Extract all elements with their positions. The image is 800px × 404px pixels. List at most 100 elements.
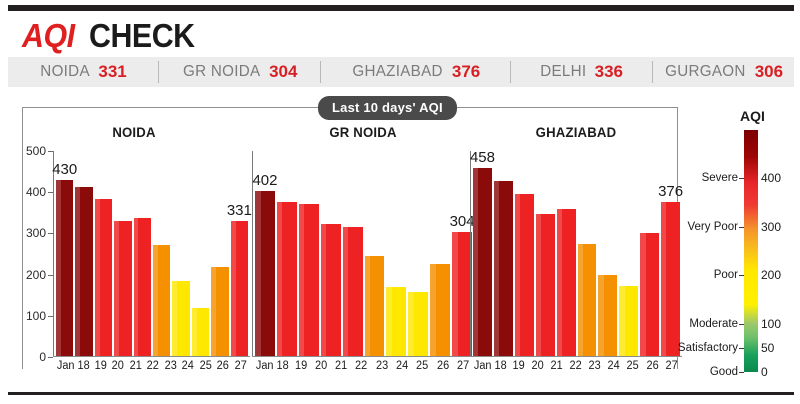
bar	[514, 194, 534, 357]
aqi-legend-band-name: Good	[709, 366, 745, 378]
x-axis-tick-label: 26	[436, 360, 449, 372]
x-axis-labels-ghaziabad: Jan 18 19 20 21 22 23 24 25 26 27	[473, 360, 680, 376]
x-axis-tick-label: 20	[531, 360, 544, 372]
bar-column	[94, 151, 113, 357]
x-axis-tick-label: 20	[314, 360, 328, 372]
bar-column: 304	[449, 151, 475, 358]
city-aqi-value: 304	[269, 62, 298, 81]
aqi-gradient-scale	[744, 130, 758, 372]
y-axis-tick-label: 500	[25, 144, 54, 158]
bar	[473, 168, 492, 357]
bar-column	[619, 151, 639, 358]
bar	[619, 285, 639, 358]
x-axis-tick-label: 27	[665, 360, 678, 372]
bar-column: 458	[469, 149, 495, 357]
bar	[342, 226, 363, 358]
city-name: GHAZIABAD	[352, 63, 443, 80]
bar-value-label: 304	[449, 212, 475, 230]
bar	[153, 245, 171, 357]
bar-column	[535, 151, 555, 358]
page-title-accent: AQI	[22, 16, 75, 54]
bar	[114, 221, 132, 357]
x-axis-labels-gr-noida: Jan 18 19 20 21 22 23 24 25 26 27	[255, 360, 472, 376]
bar	[191, 307, 210, 358]
chart-plot-gr-noida: 402 304	[252, 151, 475, 358]
bar	[276, 201, 297, 358]
x-axis-tick-label: 27	[456, 360, 469, 372]
bar-column	[364, 151, 385, 358]
bar-column	[133, 151, 152, 357]
aqi-legend-row: Poor 200	[690, 268, 794, 282]
bar-column	[556, 151, 576, 358]
city-aqi-value: 376	[451, 62, 481, 81]
x-axis-tick-label: 26	[646, 360, 659, 372]
city-name: NOIDA	[40, 63, 91, 80]
x-axis-tick-label: 24	[395, 360, 409, 372]
y-axis-line	[252, 151, 253, 357]
x-axis-tick-label: 25	[626, 360, 640, 372]
bar-column	[211, 151, 229, 357]
bar-value-label: 458	[469, 149, 495, 167]
aqi-legend-band-value: 400	[761, 171, 782, 186]
x-axis-tick-label: 25	[199, 360, 212, 372]
bar	[364, 255, 385, 358]
x-axis-tick-label: 22	[569, 360, 582, 372]
bottom-divider-rule	[8, 392, 794, 395]
x-axis-tick-label: 26	[216, 360, 229, 372]
y-axis-tick-label: 100	[25, 308, 54, 323]
bar	[75, 186, 93, 358]
bar	[556, 208, 576, 358]
x-axis-tick-label: Jan 18	[56, 360, 90, 372]
bar-column	[640, 151, 660, 358]
aqi-legend-row: Good 0	[690, 365, 794, 379]
city-summary-item-noida: NOIDA 331	[8, 57, 158, 87]
bars-container-ghaziabad: 458 376	[469, 149, 684, 358]
city-name: DELHI	[540, 63, 587, 80]
x-axis-line	[53, 356, 250, 357]
x-axis-tick-label: Jan 18	[255, 360, 289, 372]
y-axis-line	[470, 151, 471, 357]
bar	[577, 243, 597, 358]
aqi-legend-band-value: 200	[761, 268, 782, 283]
aqi-legend-band-value: 100	[761, 316, 782, 331]
bar-column	[191, 151, 210, 358]
city-summary-item-delhi: DELHI 336	[510, 57, 652, 87]
x-axis-tick-label: 21	[129, 360, 142, 372]
page-title: AQI CHECK	[22, 16, 204, 54]
aqi-legend-band-name: Very Poor	[687, 220, 744, 233]
bars-container-noida: 430 331	[52, 151, 252, 358]
bar-value-label: 376	[658, 183, 684, 201]
bar-column	[276, 151, 297, 358]
aqi-legend-band-value: 0	[761, 365, 768, 379]
x-axis-tick-label: 23	[375, 360, 388, 372]
x-axis-tick-label: Jan 18	[473, 360, 507, 372]
aqi-legend-band-value: 300	[761, 219, 782, 234]
bar-value-label: 402	[252, 172, 278, 190]
bar	[320, 224, 341, 357]
top-divider-rule	[8, 5, 794, 11]
bar-value-label: 331	[226, 201, 252, 219]
chart-panel-noida: NOIDA 0 100 200 300 400 500 430 331 Jan 18 19 20…	[18, 124, 252, 382]
bar	[298, 203, 319, 358]
bar-column: 331	[227, 151, 252, 358]
bar-value-label: 430	[52, 160, 78, 178]
x-axis-tick-label: 20	[111, 360, 124, 372]
bar-column	[153, 151, 171, 357]
bars-container-gr-noida: 402 304	[252, 151, 475, 358]
bar	[230, 220, 249, 358]
aqi-legend-band-name: Poor	[713, 269, 745, 282]
bar-column	[342, 151, 363, 358]
bar	[430, 263, 451, 358]
city-name: GR NOIDA	[182, 63, 261, 80]
x-axis-tick-label: 19	[94, 360, 107, 372]
bar-column	[386, 151, 407, 358]
x-axis-tick-label: 22	[146, 360, 159, 372]
bar-column: 402	[252, 151, 278, 357]
page-title-main: CHECK	[89, 16, 195, 54]
x-axis-line	[470, 356, 682, 357]
aqi-legend-title: AQI	[740, 108, 765, 124]
x-axis-tick-label: 22	[355, 360, 368, 372]
chart-panel-ghaziabad: GHAZIABAD 458 376 Jan 18 19 20 21 22 23 24 25 26 2…	[469, 124, 684, 382]
aqi-legend-row: Moderate 100	[689, 316, 794, 331]
